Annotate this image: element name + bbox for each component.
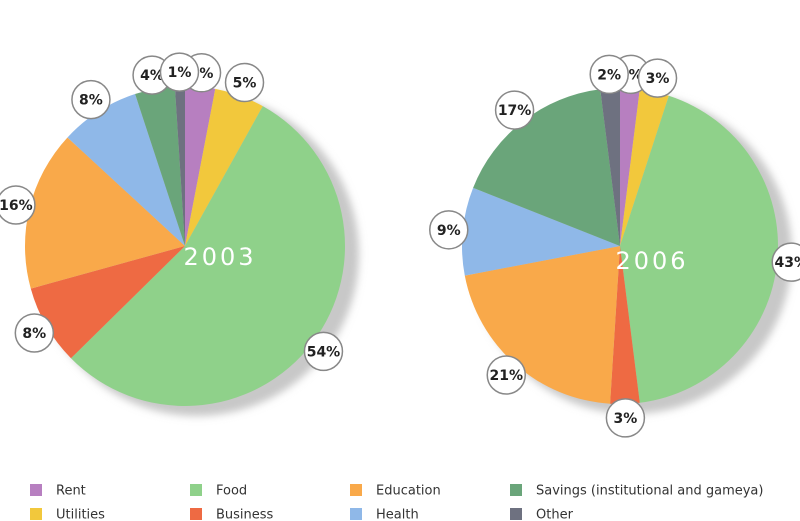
legend-label: Food <box>216 484 247 499</box>
value-label-bubble <box>486 355 527 395</box>
pie-slice <box>185 86 216 246</box>
legend-swatch <box>350 484 362 496</box>
pie-slice <box>185 88 263 246</box>
value-label-bubble <box>14 313 55 353</box>
pie-slice <box>67 93 185 247</box>
pie-slice <box>610 246 640 404</box>
value-label: 8% <box>22 326 46 342</box>
value-label-bubble <box>771 242 800 282</box>
pie-slice <box>620 88 640 246</box>
pie-slice <box>464 246 620 404</box>
pie-slice <box>174 86 185 246</box>
legend-swatch <box>190 508 202 520</box>
value-label-bubble <box>429 210 469 250</box>
value-label: 1% <box>168 65 192 81</box>
legend-label: Utilities <box>56 508 105 521</box>
pie-title: 2003 <box>183 243 256 271</box>
value-label-bubble <box>494 90 535 130</box>
value-label-bubble <box>224 62 265 103</box>
value-label: 16% <box>0 198 33 214</box>
value-label-bubble <box>71 79 111 120</box>
legend-label: Business <box>216 508 274 521</box>
legend-swatch <box>510 508 522 520</box>
pie-title: 2006 <box>615 247 688 275</box>
legend-swatch <box>510 484 522 496</box>
legend-swatch <box>30 508 42 520</box>
legend-swatch <box>30 484 42 496</box>
legend-swatch <box>190 484 202 496</box>
legend-swatch <box>350 508 362 520</box>
value-label: 21% <box>489 368 523 384</box>
pie-slice <box>25 137 185 289</box>
value-label: 54% <box>307 344 341 360</box>
value-label-bubble <box>589 54 629 95</box>
legend-label: Rent <box>56 484 86 499</box>
value-label: 43% <box>774 255 800 271</box>
value-label-bubble <box>605 398 646 438</box>
value-label: 2% <box>597 67 621 83</box>
pie-slice <box>620 95 778 403</box>
value-label-bubble <box>303 331 344 372</box>
value-label: 5% <box>233 75 257 91</box>
pie-slice <box>30 246 186 359</box>
value-label-bubble <box>637 58 678 98</box>
pie-slice <box>473 89 620 246</box>
value-label: 17% <box>498 103 532 119</box>
legend-label: Savings (institutional and gameya) <box>536 484 763 499</box>
value-label: 3% <box>646 71 670 87</box>
legend-label: Education <box>376 484 441 499</box>
value-label: 3% <box>614 411 638 427</box>
pie-slice <box>135 86 185 246</box>
pie-slice <box>70 106 345 406</box>
pie-slice <box>600 88 620 246</box>
pie-slice <box>461 187 620 276</box>
value-label: 9% <box>437 223 461 239</box>
value-label: 4% <box>140 68 164 84</box>
value-label: 8% <box>79 93 103 109</box>
pie-slice <box>620 89 669 246</box>
value-label-bubble <box>0 185 36 225</box>
legend-label: Health <box>376 508 419 521</box>
legend-label: Other <box>536 508 574 521</box>
value-label-bubble <box>159 52 200 92</box>
